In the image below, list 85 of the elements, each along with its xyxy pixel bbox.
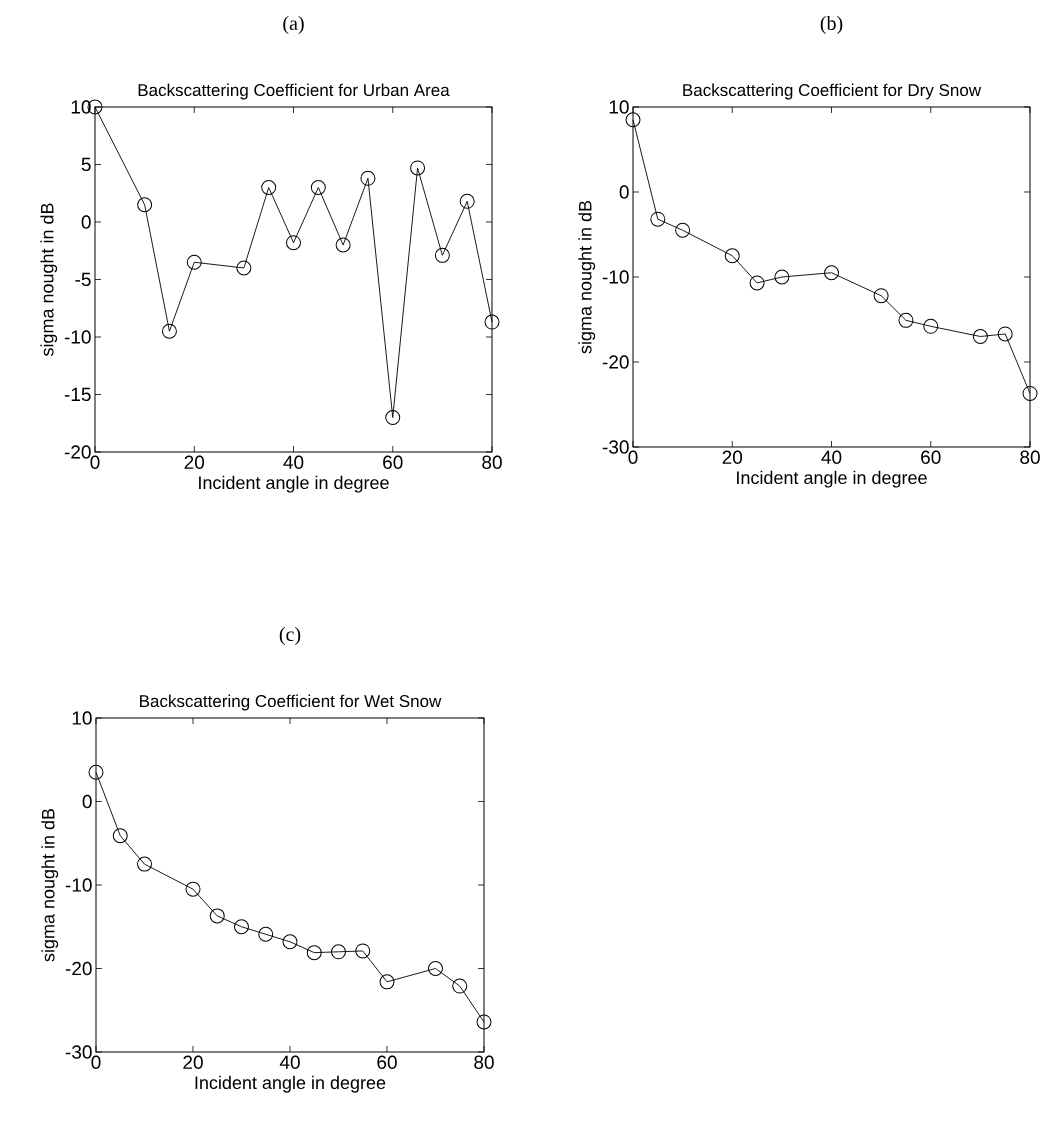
point bbox=[824, 265, 840, 281]
y-tick-label: -30 bbox=[602, 440, 629, 454]
y-tick-label: -15 bbox=[64, 387, 91, 402]
y-tick-label: 5 bbox=[81, 157, 91, 172]
point bbox=[476, 1014, 492, 1030]
point bbox=[186, 254, 202, 270]
point bbox=[484, 314, 500, 330]
text: (c) bbox=[279, 626, 301, 646]
point bbox=[650, 211, 666, 227]
y-tick-label: 0 bbox=[619, 185, 629, 199]
point bbox=[452, 978, 468, 994]
point bbox=[360, 170, 376, 186]
text: (a) bbox=[283, 15, 304, 35]
x-tick-label: 80 bbox=[1020, 450, 1040, 464]
y-tick-label: -20 bbox=[64, 445, 91, 459]
x-axis-title: Incident angle in degree bbox=[737, 470, 927, 488]
point bbox=[428, 961, 443, 976]
x-tick-label: 40 bbox=[821, 450, 842, 464]
y-tick-label: -20 bbox=[65, 961, 92, 976]
chart-title: Backscattering Coefficient for Wet Snow bbox=[140, 694, 442, 711]
x-tick-label: 20 bbox=[184, 455, 205, 469]
point bbox=[675, 222, 691, 238]
y-tick-label: 0 bbox=[82, 794, 92, 809]
point bbox=[209, 908, 225, 924]
y-tick-label: -10 bbox=[64, 330, 91, 344]
point bbox=[185, 881, 201, 897]
point bbox=[923, 318, 939, 334]
y-tick-label: -30 bbox=[65, 1045, 92, 1059]
point bbox=[972, 328, 988, 344]
point bbox=[306, 945, 322, 961]
point bbox=[1022, 385, 1038, 401]
point bbox=[355, 943, 371, 959]
x-tick-label: 80 bbox=[474, 1055, 494, 1069]
point bbox=[112, 828, 128, 844]
point bbox=[286, 235, 301, 251]
point bbox=[434, 247, 450, 263]
point bbox=[385, 409, 401, 425]
point bbox=[625, 112, 641, 128]
x-tick-label: 60 bbox=[377, 1055, 397, 1069]
point bbox=[379, 974, 395, 990]
x-tick-label: 60 bbox=[383, 455, 403, 469]
x-axis-title: Incident angle in degree bbox=[195, 1075, 386, 1093]
y-tick-label: -10 bbox=[65, 878, 92, 892]
x-tick-label: 40 bbox=[283, 455, 304, 469]
y-tick-label: -5 bbox=[75, 272, 91, 287]
point bbox=[997, 326, 1013, 342]
point bbox=[310, 179, 326, 195]
y-tick-label: 10 bbox=[609, 100, 629, 114]
y-axis-title: sigma nought in dB bbox=[578, 200, 596, 354]
point bbox=[410, 160, 426, 176]
y-tick-label: 10 bbox=[71, 100, 91, 114]
x-tick-label: 20 bbox=[722, 450, 743, 464]
y-tick-label: -10 bbox=[602, 270, 629, 284]
y-axis-title: sigma nought in dB bbox=[40, 203, 58, 357]
point bbox=[137, 197, 153, 213]
y-axis-title: sigma nought in dB bbox=[41, 808, 59, 962]
x-tick-label: 40 bbox=[279, 1055, 300, 1069]
point bbox=[898, 312, 914, 328]
y-tick-label: 0 bbox=[81, 215, 91, 229]
point bbox=[258, 926, 274, 942]
point bbox=[331, 944, 346, 960]
x-tick-label: 0 bbox=[628, 450, 638, 464]
x-tick-label: 60 bbox=[921, 450, 941, 464]
point bbox=[161, 323, 177, 339]
x-axis-title: Incident angle in degree bbox=[199, 475, 389, 493]
chart-title: Backscattering Coefficient for Urban Area bbox=[138, 83, 450, 100]
point bbox=[282, 934, 298, 950]
x-tick-label: 20 bbox=[183, 1055, 203, 1069]
point bbox=[261, 179, 277, 195]
point bbox=[137, 856, 152, 872]
x-tick-label: 80 bbox=[482, 455, 502, 469]
point bbox=[459, 193, 475, 209]
chart-title: Backscattering Coefficient for Dry Snow bbox=[683, 83, 982, 100]
x-tick-label: 0 bbox=[91, 1055, 101, 1069]
point bbox=[335, 237, 351, 253]
point bbox=[724, 248, 740, 264]
point bbox=[236, 260, 252, 276]
point bbox=[88, 764, 104, 780]
point bbox=[873, 288, 889, 304]
point bbox=[234, 919, 249, 935]
text: (b) bbox=[820, 15, 843, 35]
point bbox=[749, 275, 765, 291]
y-tick-label: -20 bbox=[602, 355, 629, 369]
y-tick-label: 10 bbox=[72, 711, 92, 725]
point bbox=[774, 269, 790, 285]
